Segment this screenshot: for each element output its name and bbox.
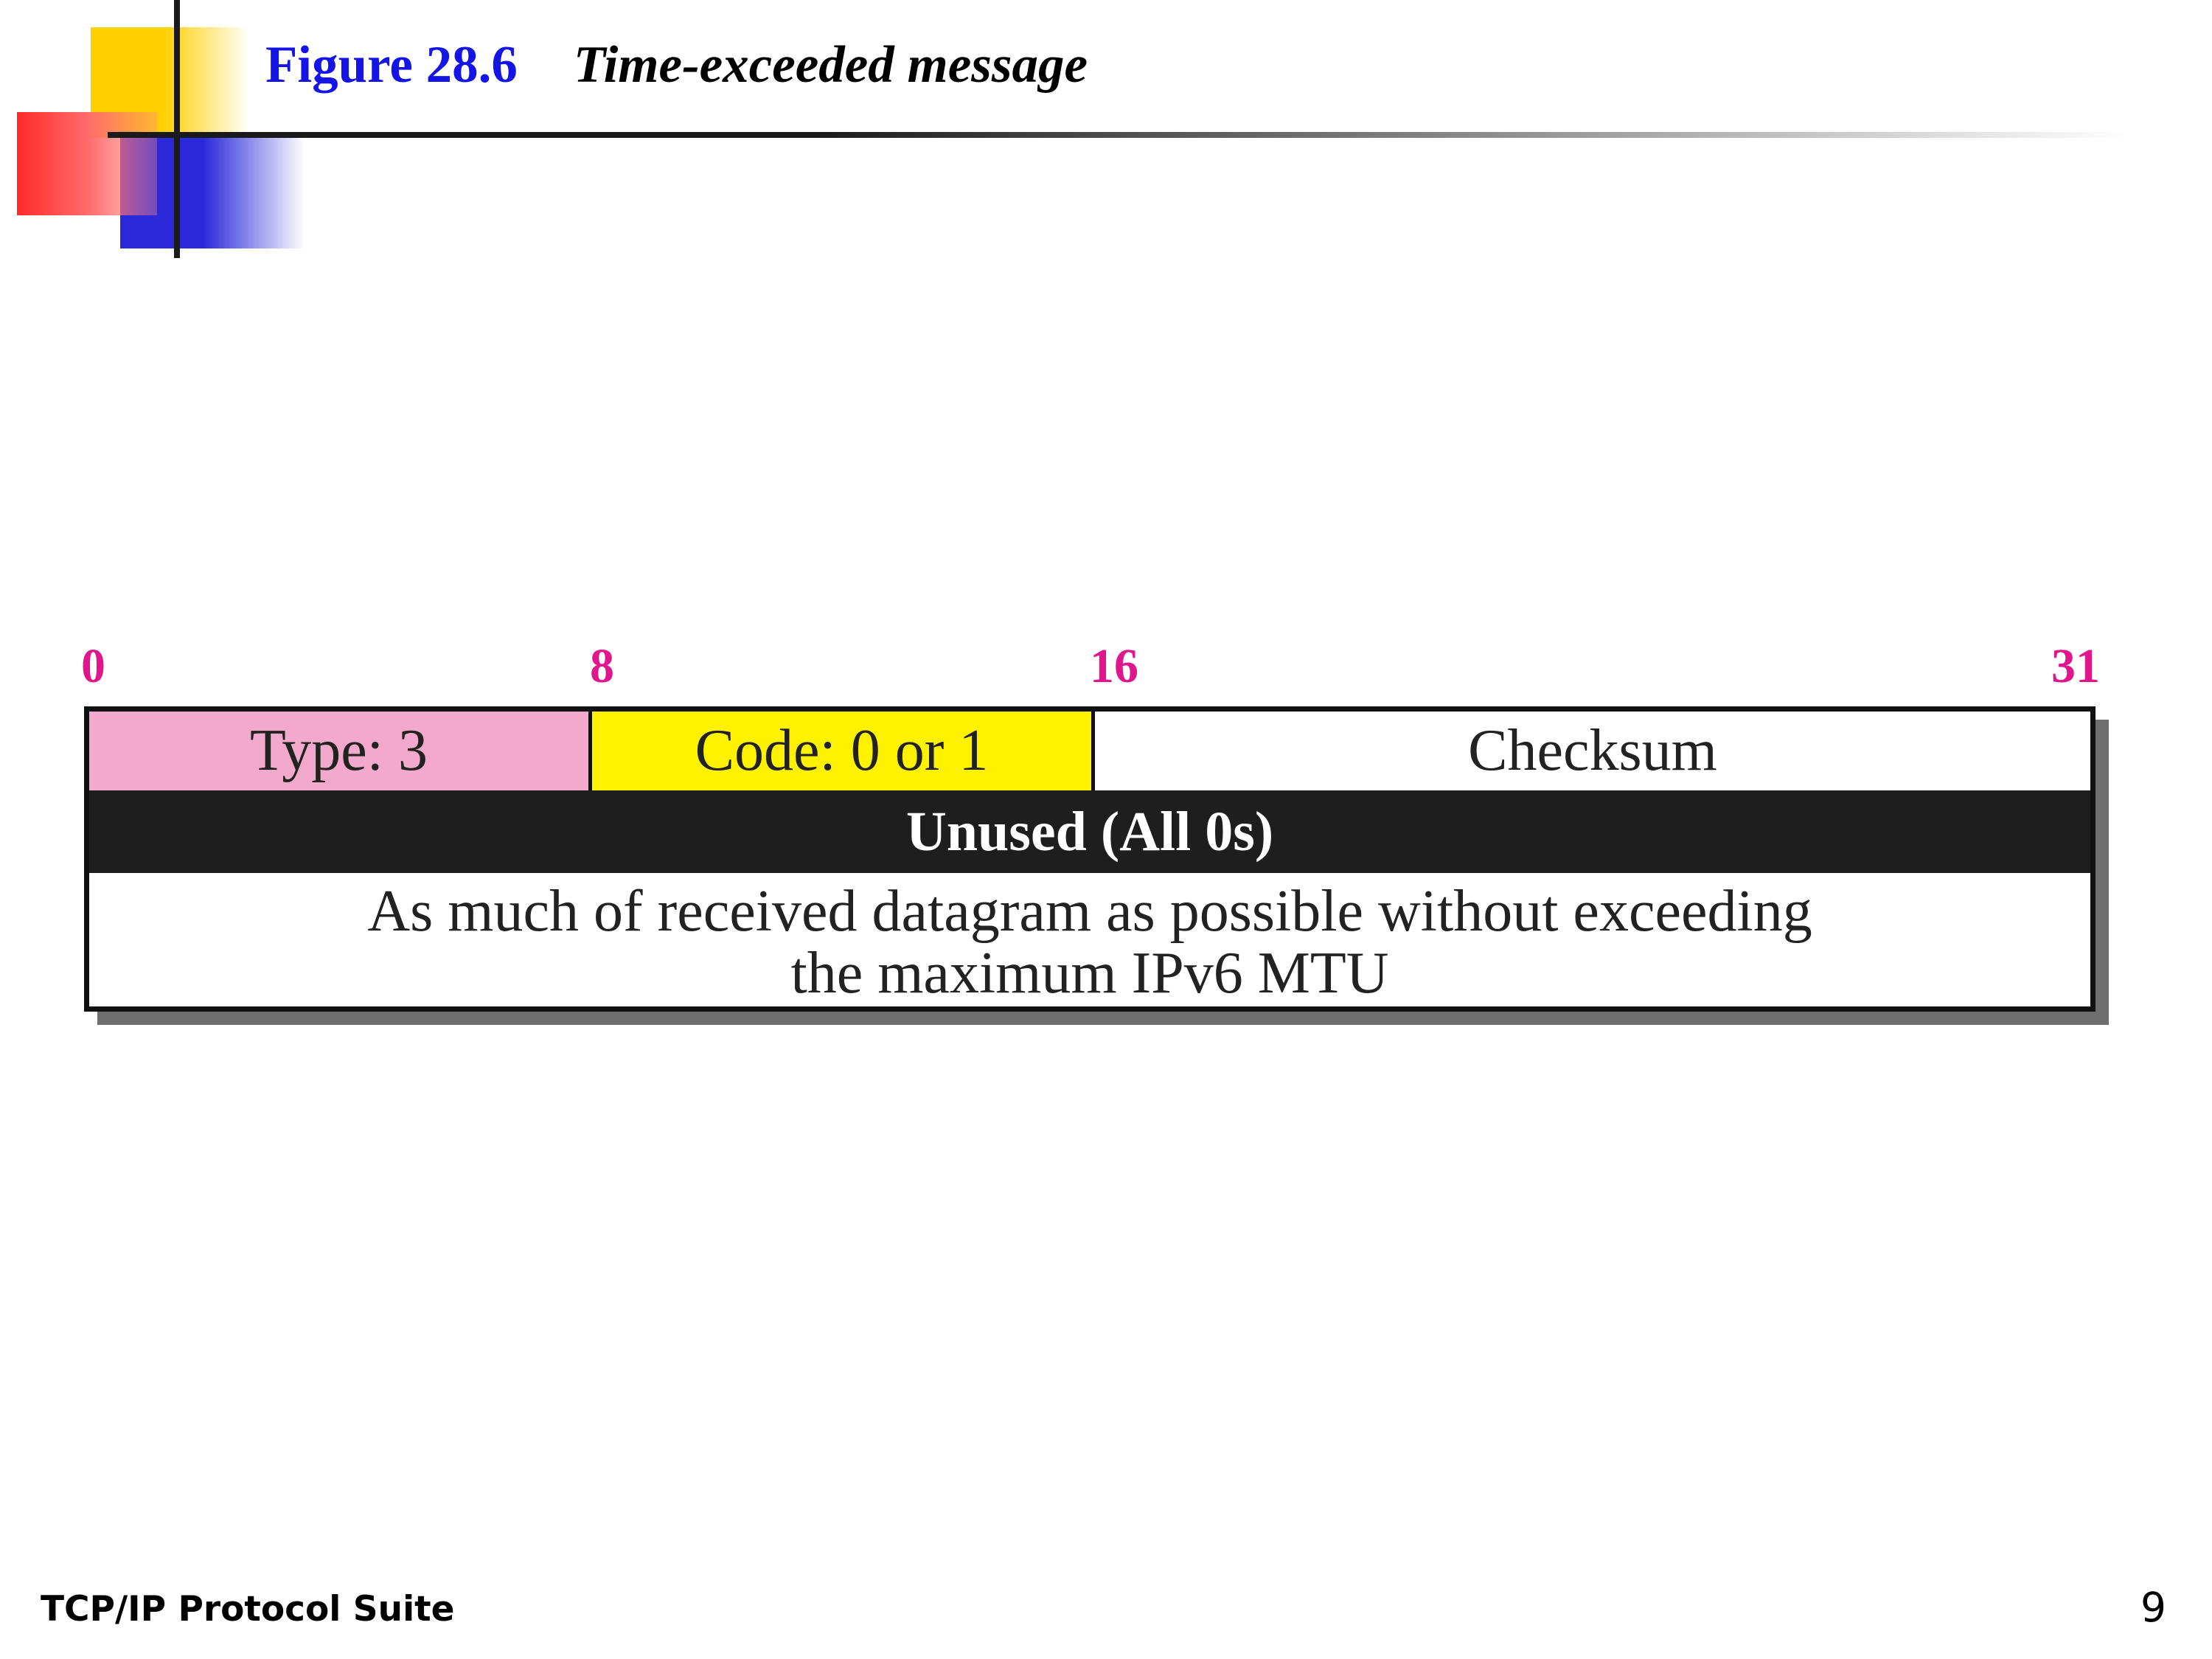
page-number: 9 xyxy=(2140,1584,2166,1631)
corner-logo xyxy=(0,0,324,265)
bit-label-8: 8 xyxy=(590,639,614,693)
payload-line-1: As much of received datagram as possible… xyxy=(367,879,1812,944)
logo-vertical-line xyxy=(174,0,180,258)
bit-label-31: 31 xyxy=(2051,639,2100,693)
payload-field: As much of received datagram as possible… xyxy=(89,873,2090,1012)
header-rule xyxy=(108,132,2128,138)
header-row: Type: 3 Code: 0 or 1 Checksum xyxy=(89,712,2090,790)
figure-number: Figure 28.6 xyxy=(265,36,518,94)
slide-title: Figure 28.6 Time-exceeded message xyxy=(265,35,1088,95)
code-field: Code: 0 or 1 xyxy=(592,712,1095,790)
message-format-diagram: Type: 3 Code: 0 or 1 Checksum Unused (Al… xyxy=(84,706,2096,1012)
payload-row: As much of received datagram as possible… xyxy=(89,873,2090,1012)
unused-field: Unused (All 0s) xyxy=(905,800,1274,863)
bit-label-16: 16 xyxy=(1090,639,1138,693)
logo-red-square xyxy=(17,112,157,215)
checksum-field: Checksum xyxy=(1095,712,2090,790)
unused-row: Unused (All 0s) xyxy=(89,790,2090,873)
payload-line-2: the maximum IPv6 MTU xyxy=(790,941,1389,1006)
footer-source: TCP/IP Protocol Suite xyxy=(41,1589,455,1630)
bit-label-0: 0 xyxy=(81,639,105,693)
figure-caption: Time-exceeded message xyxy=(573,36,1088,94)
type-field: Type: 3 xyxy=(89,712,592,790)
